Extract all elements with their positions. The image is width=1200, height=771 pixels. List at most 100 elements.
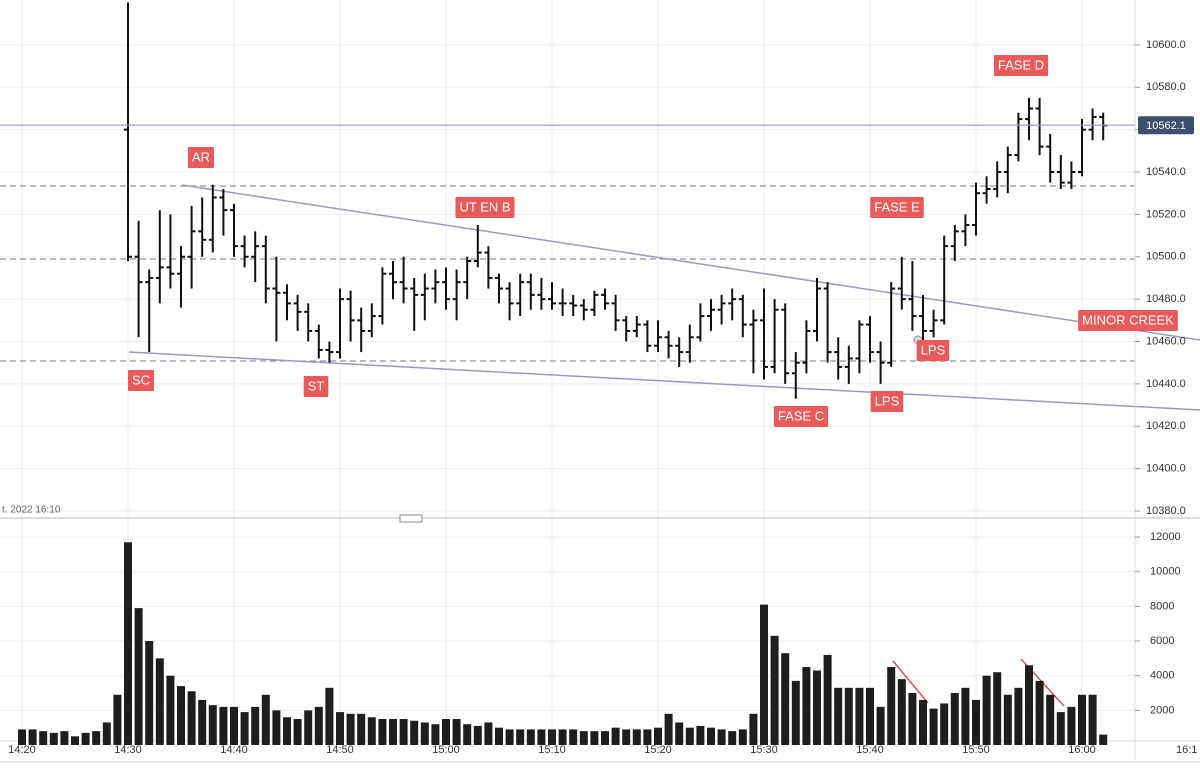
ohlc-bar xyxy=(389,260,397,300)
ohlc-bar xyxy=(855,320,864,374)
x-tick-label: 16:00 xyxy=(1068,744,1096,756)
ohlc-bar xyxy=(537,277,546,310)
ohlc-bar xyxy=(643,320,652,353)
volume-bar xyxy=(993,672,1002,745)
ohlc-bar xyxy=(717,294,726,325)
volume-bar xyxy=(304,710,313,745)
volume-bar xyxy=(357,713,366,745)
volume-bar xyxy=(834,687,843,745)
annotation-box xyxy=(187,147,215,168)
volume-bar xyxy=(537,729,546,745)
ohlc-bar xyxy=(484,246,493,289)
y-tick-label: 10420.0 xyxy=(1146,420,1186,432)
volume-bar xyxy=(876,706,885,745)
y-tick-label: 10580.0 xyxy=(1146,81,1186,93)
ohlc-bar xyxy=(728,288,737,321)
annotation-box xyxy=(993,55,1049,76)
volume-bar xyxy=(198,699,207,745)
annotation-box xyxy=(870,391,904,412)
volume-bar xyxy=(420,722,429,745)
volume-bar xyxy=(367,717,376,745)
y-tick-label: 10000 xyxy=(1150,566,1181,578)
ohlc-bar xyxy=(145,269,154,353)
x-tick-label: 15:10 xyxy=(538,744,566,756)
volume-bar xyxy=(272,710,281,745)
volume-bar xyxy=(240,712,249,745)
volume-bar xyxy=(346,713,355,745)
ohlc-bar xyxy=(1078,119,1086,177)
annotation-label: FASE E xyxy=(874,199,920,214)
ohlc-bar xyxy=(526,273,535,310)
volume-bar xyxy=(473,725,482,745)
ohlc-bar xyxy=(834,337,843,380)
volume-bar xyxy=(601,731,609,745)
ohlc-bar xyxy=(420,273,429,321)
divider-handle[interactable] xyxy=(399,514,423,523)
ohlc-bar xyxy=(749,309,758,374)
ohlc-bar xyxy=(548,282,556,310)
volume-bar xyxy=(92,731,101,745)
y-tick-label: 4000 xyxy=(1150,670,1174,682)
ohlc-bar xyxy=(442,267,450,310)
ohlc-bar xyxy=(166,214,175,289)
volume-bar xyxy=(155,658,164,745)
annotation-label: LPS xyxy=(921,342,946,357)
cursor-time-label: t. 2022 16:10 xyxy=(2,505,61,516)
ohlc-bar xyxy=(261,235,270,304)
volume-bar xyxy=(49,732,58,745)
ohlc-bar xyxy=(155,210,164,304)
volume-bar xyxy=(675,722,684,745)
volume-bar xyxy=(81,732,90,745)
ohlc-bar xyxy=(325,341,334,363)
volume-bar xyxy=(813,670,821,745)
annotation-box xyxy=(870,197,924,218)
volume-bar xyxy=(738,729,747,745)
ohlc-bar xyxy=(505,282,514,321)
x-tick-label: 16:1 xyxy=(1176,744,1197,756)
ohlc-bar xyxy=(919,294,927,342)
y-tick-label: 10480.0 xyxy=(1146,293,1186,305)
ohlc-bar xyxy=(357,307,366,353)
volume-bar xyxy=(770,635,779,745)
volume-bar xyxy=(728,731,737,745)
ohlc-bar xyxy=(314,324,323,359)
ohlc-bar xyxy=(1014,112,1023,162)
volume-bar xyxy=(590,731,599,745)
volume-bar xyxy=(760,604,768,745)
ohlc-bar xyxy=(463,256,472,300)
annotation-box xyxy=(1078,310,1178,331)
ohlc-bar xyxy=(1067,161,1076,189)
ohlc-bar xyxy=(770,299,779,374)
ohlc-bar xyxy=(611,294,620,331)
ohlc-bar xyxy=(696,303,705,342)
ohlc-bar xyxy=(452,269,461,321)
volume-bar xyxy=(717,729,726,745)
ohlc-bar xyxy=(781,303,790,384)
volume-bar xyxy=(325,687,334,745)
volume-bar xyxy=(664,713,673,745)
volume-bar xyxy=(940,703,949,745)
volume-bar xyxy=(442,719,450,745)
volume-bar xyxy=(558,729,567,745)
trend-line xyxy=(181,184,1200,341)
ohlc-bar xyxy=(1056,155,1065,189)
ohlc-bar xyxy=(738,294,747,338)
ohlc-bar xyxy=(961,214,970,247)
ohlc-bar xyxy=(876,341,885,384)
volume-bar xyxy=(823,654,832,745)
volume-bar xyxy=(696,725,705,745)
ohlc-bar xyxy=(516,273,525,317)
y-tick-label: 10600.0 xyxy=(1146,39,1186,51)
grid xyxy=(0,0,1135,741)
volume-bar xyxy=(102,722,111,745)
ohlc-bar xyxy=(431,269,440,304)
volume-bar xyxy=(71,736,79,745)
last-price-tag xyxy=(1138,116,1194,135)
ohlc-bar xyxy=(993,161,1002,198)
x-tick-label: 15:20 xyxy=(644,744,672,756)
volume-bar xyxy=(632,729,641,745)
volume-bar xyxy=(685,727,694,745)
volume-bar xyxy=(505,729,514,745)
volume-bar xyxy=(908,693,917,745)
